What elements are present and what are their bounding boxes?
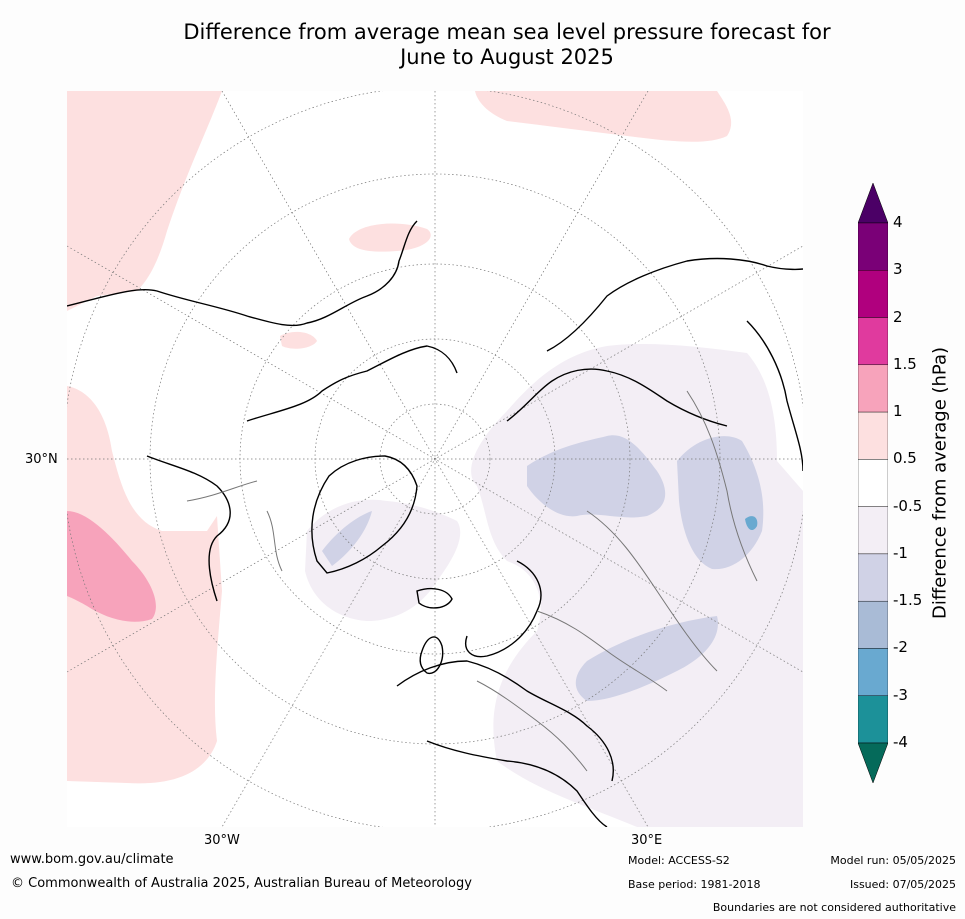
colorbar-band [858, 317, 888, 366]
colorbar-extend-max [858, 183, 888, 224]
colorbar-band [858, 270, 888, 318]
colorbar-tick-label: 0.5 [893, 449, 917, 468]
colorbar-extend-min [858, 742, 888, 783]
title-line-2: June to August 2025 [400, 45, 614, 69]
colorbar-band [858, 222, 888, 271]
colorbar-tick-label: -4 [893, 733, 908, 751]
lon-label-30e: 30°E [631, 833, 663, 848]
issued-date: Issued: 07/05/2025 [849, 878, 956, 891]
colorbar [858, 183, 888, 783]
colorbar-band [858, 459, 888, 507]
coastlines [67, 220, 803, 827]
colorbar-tick-label: 1 [893, 402, 903, 421]
country-borders [186, 390, 758, 772]
colorbar-tick-label: 4 [893, 213, 903, 231]
colorbar-tick-label: -1.5 [893, 591, 923, 610]
colorbar-tick-label: 2 [893, 307, 903, 326]
anomaly-positive-alaska [280, 331, 317, 349]
copyright-text: © Commonwealth of Australia 2025, Austra… [11, 876, 472, 891]
colorbar-tick-label: -3 [893, 685, 908, 704]
coast-hudson-arctic [246, 345, 458, 422]
anomaly-moderate-negative-east [677, 436, 764, 570]
polar-map [67, 91, 803, 827]
anomaly-moderate-negative-greenland [322, 511, 372, 566]
graticule [67, 91, 803, 827]
title-line-1: Difference from average mean sea level p… [183, 20, 831, 44]
anomaly-positive-pacific-west [67, 91, 222, 311]
anomaly-moderate-negative-siberia [527, 435, 666, 518]
colorbar-tick-label: -0.5 [893, 496, 923, 515]
anomaly-strong-negative-spot [745, 516, 758, 531]
anomaly-positive-north-pacific [475, 91, 732, 142]
colorbar-band [858, 411, 888, 460]
coast-russia-north [546, 257, 803, 352]
colorbar-tick-label: -2 [893, 638, 908, 657]
lat-label-30n: 30°N [25, 452, 58, 467]
coast-mediterranean [426, 740, 608, 827]
colorbar-title: Difference from average (hPa) [929, 346, 951, 620]
colorbar-tick-label: 1.5 [893, 354, 917, 373]
colorbar-band [858, 600, 888, 649]
coast-east-asia [746, 320, 803, 472]
colorbar-tick-label: -1 [893, 543, 908, 562]
coast-uk [419, 636, 444, 675]
coast-europe [396, 660, 614, 782]
coast-siberia [506, 368, 728, 427]
map-title: Difference from average mean sea level p… [0, 20, 965, 70]
colorbar-band [858, 506, 888, 555]
anomaly-moderate-negative-central [575, 616, 718, 701]
coast-iceland [416, 587, 453, 609]
website-link[interactable]: www.bom.gov.au/climate [10, 852, 174, 867]
model-name: Model: ACCESS-S2 [628, 854, 730, 867]
base-period: Base period: 1981-2018 [628, 878, 761, 891]
colorbar-tick-label: 3 [893, 260, 903, 279]
colorbar-band [858, 553, 888, 602]
coast-north-america [67, 220, 418, 327]
colorbar-band [858, 364, 888, 413]
boundaries-disclaimer: Boundaries are not considered authoritat… [712, 901, 956, 914]
coast-alaska-chain [146, 455, 231, 602]
colorbar-band [858, 648, 888, 696]
coast-scandinavia [465, 560, 542, 658]
coast-greenland [311, 455, 418, 574]
anomaly-strong-positive-pacific [67, 511, 156, 622]
lon-label-30w: 30°W [204, 833, 240, 848]
colorbar-band [858, 695, 888, 744]
model-run-date: Model run: 05/05/2025 [830, 854, 956, 867]
